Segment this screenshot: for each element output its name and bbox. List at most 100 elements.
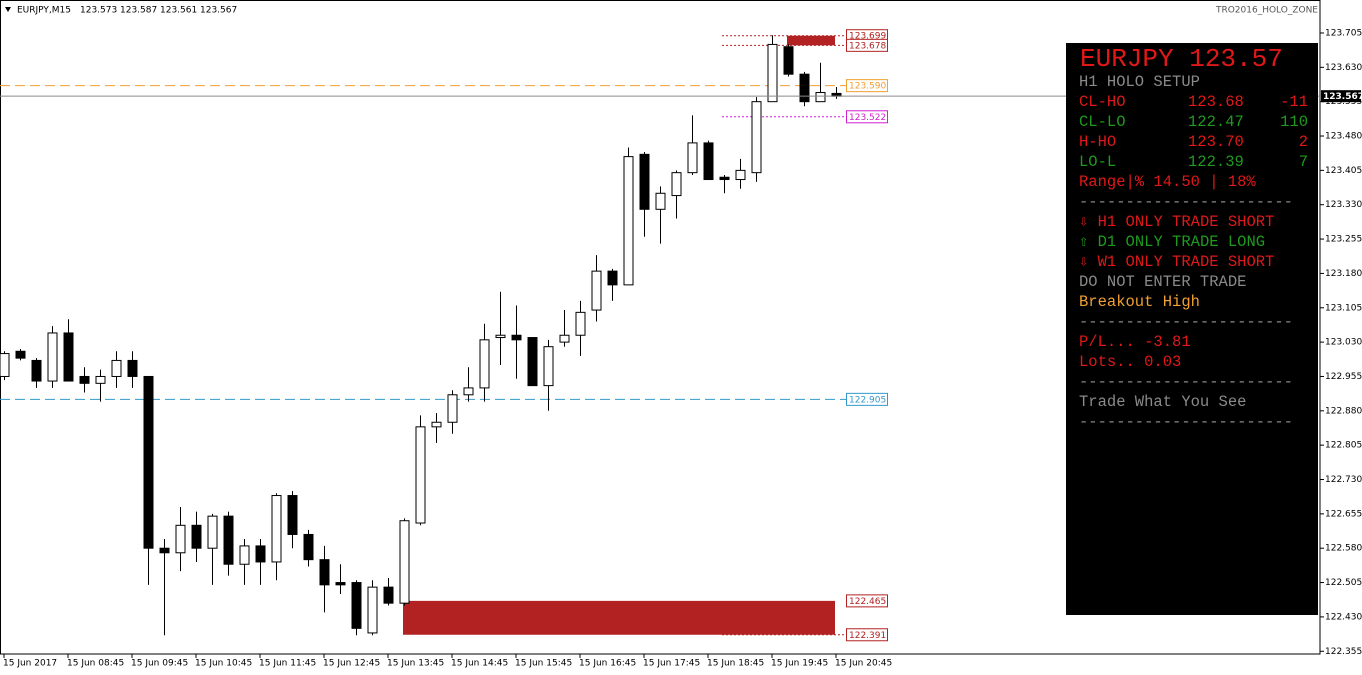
level-label-box [846, 594, 888, 608]
menu-arrow[interactable] [5, 7, 11, 12]
level-label-box [846, 392, 888, 406]
x-tick-label: 15 Jun 13:45 [387, 659, 444, 669]
level-label-box [846, 79, 888, 93]
candle-body [575, 311, 586, 336]
candle-body [303, 533, 314, 561]
candle-body [639, 153, 650, 210]
candle-body [127, 359, 138, 377]
candle-body [335, 582, 346, 586]
y-tick-label: 123.480 [1325, 132, 1362, 142]
candle-body [175, 524, 186, 554]
zone [403, 600, 835, 635]
y-tick-label: 123.705 [1325, 28, 1362, 38]
candle-body [63, 332, 74, 382]
status: Breakout High [1079, 293, 1200, 311]
y-tick-label: 123.105 [1325, 303, 1362, 313]
candle-body [815, 92, 826, 103]
y-tick-label: 122.730 [1325, 475, 1362, 485]
zone [787, 35, 835, 46]
level-label: 123.522 [849, 113, 886, 123]
candle-body [319, 559, 330, 586]
candle-body [543, 346, 554, 387]
candle-body [511, 334, 522, 341]
y-tick-label: 122.805 [1325, 441, 1362, 451]
candle-body [687, 142, 698, 174]
y-tick-label: 122.880 [1325, 406, 1362, 416]
candle-body [783, 46, 794, 75]
candle-body [351, 582, 362, 629]
level-label: 123.590 [849, 82, 886, 92]
x-tick-label: 15 Jun 19:45 [771, 659, 828, 669]
signal: ⇧ D1 ONLY TRADE LONG [1079, 233, 1266, 251]
candle-body [559, 334, 570, 343]
header-close: 123.567 [200, 6, 237, 16]
candle-body [207, 515, 218, 549]
x-tick-label: 15 Jun 10:45 [195, 659, 252, 669]
plot-frame [0, 0, 1321, 655]
symbol: EURJPY,M15 [17, 6, 71, 16]
level-label: 122.391 [849, 631, 886, 641]
signal: ⇩ H1 ONLY TRADE SHORT [1079, 213, 1275, 231]
candle-body [367, 586, 378, 634]
lots: Lots.. 0.03 [1079, 353, 1182, 371]
candle-body [591, 270, 602, 311]
x-tick-label: 15 Jun 20:45 [835, 659, 892, 669]
level-label-box [846, 628, 888, 642]
header-low: 123.561 [160, 6, 197, 16]
candle-body [191, 524, 202, 549]
profit-loss: P/L... -3.81 [1079, 333, 1191, 351]
candle-body [95, 375, 106, 384]
candle-body [767, 43, 778, 103]
candle-body [735, 169, 746, 181]
panel-title: EURJPY 123.57 [1080, 44, 1283, 74]
candle-body [111, 359, 122, 377]
x-tick-label: 15 Jun 14:45 [451, 659, 508, 669]
level-label: 122.465 [849, 597, 886, 607]
motto: Trade What You See [1079, 393, 1247, 411]
candle-body [399, 520, 410, 604]
x-tick-label: 15 Jun 11:45 [259, 659, 316, 669]
x-tick-label: 15 Jun 12:45 [323, 659, 380, 669]
candle-body [0, 353, 10, 377]
x-tick-label: 15 Jun 09:45 [131, 659, 188, 669]
y-tick-label: 123.180 [1325, 269, 1362, 279]
price-label-box [1321, 90, 1361, 103]
candle-body [463, 387, 474, 396]
candle-body [447, 394, 458, 423]
row-label: CL-LO [1079, 113, 1126, 131]
level-label: 122.905 [849, 395, 886, 405]
row-value: 122.47 [1188, 113, 1244, 131]
candle-body [431, 421, 442, 428]
row-pips: 7 [1298, 153, 1308, 171]
row-pips: 110 [1280, 113, 1308, 131]
row-label: CL-HO [1079, 93, 1126, 111]
x-tick-label: 15 Jun 15:45 [515, 659, 572, 669]
x-tick-label: 15 Jun 17:45 [643, 659, 700, 669]
candle-body [655, 192, 666, 210]
candle-body [223, 515, 234, 565]
y-tick-label: 123.030 [1325, 338, 1362, 348]
candle-body [751, 101, 762, 174]
candle-body [47, 332, 58, 382]
candle-body [143, 375, 154, 549]
candle-body [671, 172, 682, 197]
info-panel: EURJPY 123.57 H1 HOLO SETUP CL-HO 123.68… [1066, 43, 1318, 615]
advice: DO NOT ENTER TRADE [1079, 273, 1247, 291]
range: Range|% 14.50 | 18% [1079, 173, 1256, 191]
candle-body [159, 547, 170, 554]
y-tick-label: 123.330 [1325, 200, 1362, 210]
row-pips: -11 [1280, 93, 1308, 111]
y-tick-label: 122.580 [1325, 544, 1362, 554]
candle-body [15, 350, 26, 359]
header-open: 123.573 [80, 6, 117, 16]
level-label: 123.678 [849, 41, 886, 51]
signal: ⇩ W1 ONLY TRADE SHORT [1079, 253, 1275, 271]
candle-body [799, 73, 810, 103]
candle-body [479, 339, 490, 389]
y-tick-label: 122.430 [1325, 612, 1362, 622]
candle-body [287, 495, 298, 535]
level-label: 123.699 [849, 32, 886, 42]
panel-subtitle: H1 HOLO SETUP [1079, 73, 1200, 91]
rule: ----------------------- [1079, 373, 1293, 391]
